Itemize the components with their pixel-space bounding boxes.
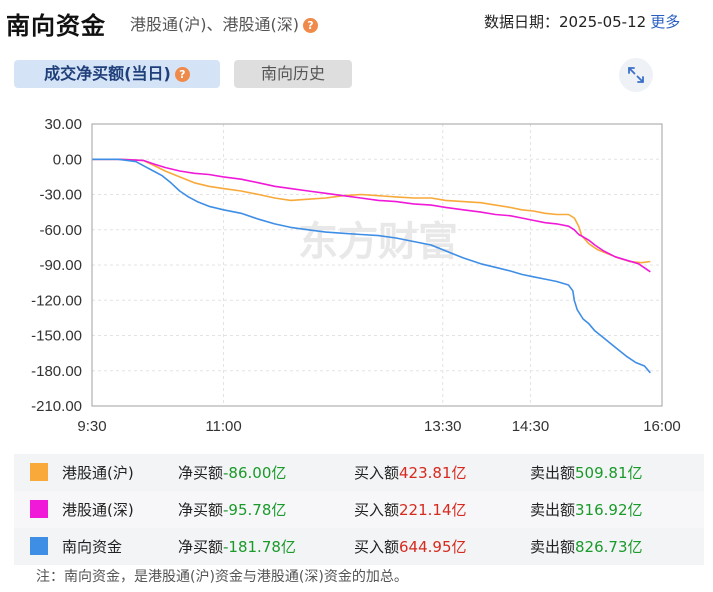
net-buy-value: -95.78亿 bbox=[223, 501, 287, 519]
y-tick-label: -30.00 bbox=[39, 187, 82, 204]
legend-name: 港股通(沪) bbox=[62, 464, 134, 482]
x-tick-label: 16:00 bbox=[643, 418, 681, 435]
series-line-2 bbox=[92, 158, 651, 374]
net-buy: 净买额-86.00亿 bbox=[178, 462, 286, 483]
date-label: 数据日期：2025-05-12 bbox=[484, 13, 647, 31]
buy-amount: 买入额644.95亿 bbox=[354, 536, 467, 557]
y-tick-label: -90.00 bbox=[39, 257, 82, 274]
legend-table: 港股通(沪) 净买额-86.00亿 买入额423.81亿 卖出额509.81亿 … bbox=[14, 454, 704, 565]
net-buy-label: 净买额 bbox=[178, 501, 224, 519]
net-buy-value: -181.78亿 bbox=[223, 538, 296, 556]
y-axis: 30.00 0.00 -30.00 -60.00 -90.00 -120.00 -150.0… bbox=[31, 116, 82, 415]
buy-label: 买入额 bbox=[354, 501, 400, 519]
legend-swatch bbox=[30, 537, 48, 555]
y-tick-label: -120.00 bbox=[31, 292, 82, 309]
legend-name: 港股通(深) bbox=[62, 501, 134, 519]
tab-net-buy-today[interactable]: 成交净买额(当日)? bbox=[14, 60, 220, 88]
expand-button[interactable] bbox=[619, 58, 653, 92]
watermark: 东方财富 bbox=[298, 219, 458, 265]
net-buy-label: 净买额 bbox=[178, 538, 224, 556]
more-link[interactable]: 更多 bbox=[650, 13, 681, 31]
legend-swatch bbox=[30, 463, 48, 481]
net-buy: 净买额-95.78亿 bbox=[178, 499, 286, 520]
subtitle-text: 港股通(沪)、港股通(深) bbox=[130, 15, 299, 34]
net-buy-value: -86.00亿 bbox=[223, 464, 287, 482]
buy-amount: 买入额423.81亿 bbox=[354, 462, 467, 483]
sell-value: 826.73亿 bbox=[575, 538, 643, 556]
y-tick-label: 30.00 bbox=[44, 116, 82, 133]
y-tick-label: -150.00 bbox=[31, 328, 82, 345]
y-tick-label: -180.00 bbox=[31, 363, 82, 380]
sell-label: 卖出额 bbox=[530, 464, 576, 482]
sell-amount: 卖出额316.92亿 bbox=[530, 499, 643, 520]
y-tick-label: -210.00 bbox=[31, 398, 82, 415]
sell-amount: 卖出额509.81亿 bbox=[530, 462, 643, 483]
series-line-0 bbox=[92, 158, 651, 264]
page-title: 南向资金 bbox=[6, 12, 106, 40]
buy-amount: 买入额221.14亿 bbox=[354, 499, 467, 520]
help-icon[interactable]: ? bbox=[302, 18, 318, 33]
sell-label: 卖出额 bbox=[530, 538, 576, 556]
x-axis: 9:30 11:00 13:30 14:30 16:00 bbox=[77, 418, 680, 435]
buy-value: 221.14亿 bbox=[399, 501, 467, 519]
legend-swatch bbox=[30, 500, 48, 518]
page-subtitle: 港股通(沪)、港股通(深)? bbox=[130, 11, 318, 35]
buy-value: 423.81亿 bbox=[399, 464, 467, 482]
legend-row: 南向资金 净买额-181.78亿 买入额644.95亿 卖出额826.73亿 bbox=[14, 528, 704, 565]
legend-row: 港股通(深) 净买额-95.78亿 买入额221.14亿 卖出额316.92亿 bbox=[14, 491, 704, 528]
y-tick-label: -60.00 bbox=[39, 222, 82, 239]
sell-value: 509.81亿 bbox=[575, 464, 643, 482]
help-icon[interactable]: ? bbox=[174, 67, 190, 82]
net-buy-label: 净买额 bbox=[178, 464, 224, 482]
plot-border bbox=[91, 123, 663, 407]
sell-label: 卖出额 bbox=[530, 501, 576, 519]
footnote: 注：南向资金，是港股通(沪)资金与港股通(深)资金的加总。 bbox=[36, 569, 408, 585]
buy-label: 买入额 bbox=[354, 538, 400, 556]
x-tick-label: 14:30 bbox=[512, 418, 550, 435]
chart-grid bbox=[91, 123, 663, 407]
buy-value: 644.95亿 bbox=[399, 538, 467, 556]
x-tick-label: 9:30 bbox=[77, 418, 106, 435]
y-tick-label: 0.00 bbox=[53, 151, 82, 168]
tab-southbound-history[interactable]: 南向历史 bbox=[234, 60, 352, 88]
expand-icon bbox=[628, 67, 644, 83]
header: 南向资金 港股通(沪)、港股通(深)? 数据日期：2025-05-12 更多 bbox=[0, 0, 713, 44]
legend-name: 南向资金 bbox=[62, 538, 123, 556]
buy-label: 买入额 bbox=[354, 464, 400, 482]
tab-label: 成交净买额(当日) bbox=[44, 64, 171, 83]
data-date: 数据日期：2025-05-12 更多 bbox=[484, 11, 680, 32]
line-chart: 东方财富 30.00 0.00 -30.00 -60.00 -90.00 -120.00 -… bbox=[31, 116, 681, 435]
sell-amount: 卖出额826.73亿 bbox=[530, 536, 643, 557]
net-buy: 净买额-181.78亿 bbox=[178, 536, 296, 557]
x-tick-label: 13:30 bbox=[424, 418, 462, 435]
sell-value: 316.92亿 bbox=[575, 501, 643, 519]
legend-row: 港股通(沪) 净买额-86.00亿 买入额423.81亿 卖出额509.81亿 bbox=[14, 454, 704, 491]
series-lines bbox=[92, 158, 651, 374]
series-line-1 bbox=[92, 158, 651, 273]
x-tick-label: 11:00 bbox=[205, 418, 241, 435]
tab-label: 南向历史 bbox=[260, 64, 325, 83]
